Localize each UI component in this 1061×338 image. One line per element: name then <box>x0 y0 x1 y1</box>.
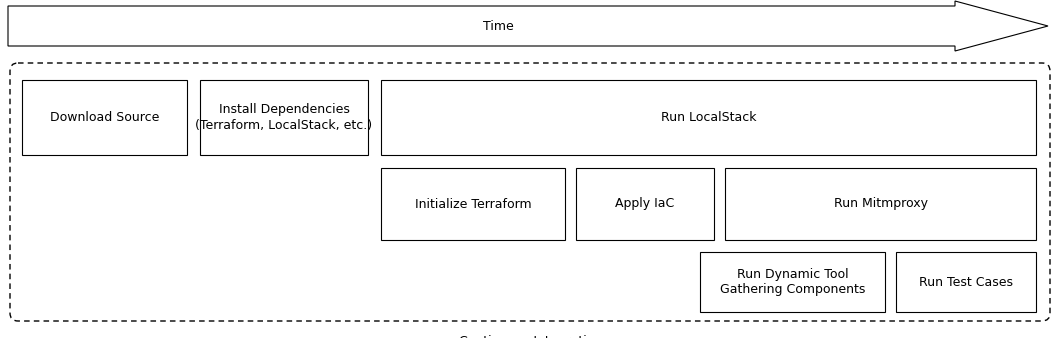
Bar <box>381 168 566 240</box>
Text: Apply IaC: Apply IaC <box>615 197 675 211</box>
Bar <box>22 80 187 155</box>
Bar <box>895 252 1036 312</box>
Bar <box>201 80 368 155</box>
Text: Run LocalStack: Run LocalStack <box>661 111 756 124</box>
Text: Initialize Terraform: Initialize Terraform <box>415 197 532 211</box>
Text: Run Mitmproxy: Run Mitmproxy <box>834 197 927 211</box>
Text: Download Source: Download Source <box>50 111 159 124</box>
Text: Install Dependencies
(Terraform, LocalStack, etc.): Install Dependencies (Terraform, LocalSt… <box>195 103 372 131</box>
Bar <box>576 168 714 240</box>
Text: Run Test Cases: Run Test Cases <box>919 275 1013 289</box>
Text: Time: Time <box>484 20 514 32</box>
Polygon shape <box>8 1 1048 51</box>
Text: Continuous Integration: Continuous Integration <box>458 335 603 338</box>
Text: Run Dynamic Tool
Gathering Components: Run Dynamic Tool Gathering Components <box>719 268 865 296</box>
Bar <box>381 80 1036 155</box>
Bar <box>725 168 1036 240</box>
Bar <box>700 252 885 312</box>
FancyBboxPatch shape <box>10 63 1050 321</box>
